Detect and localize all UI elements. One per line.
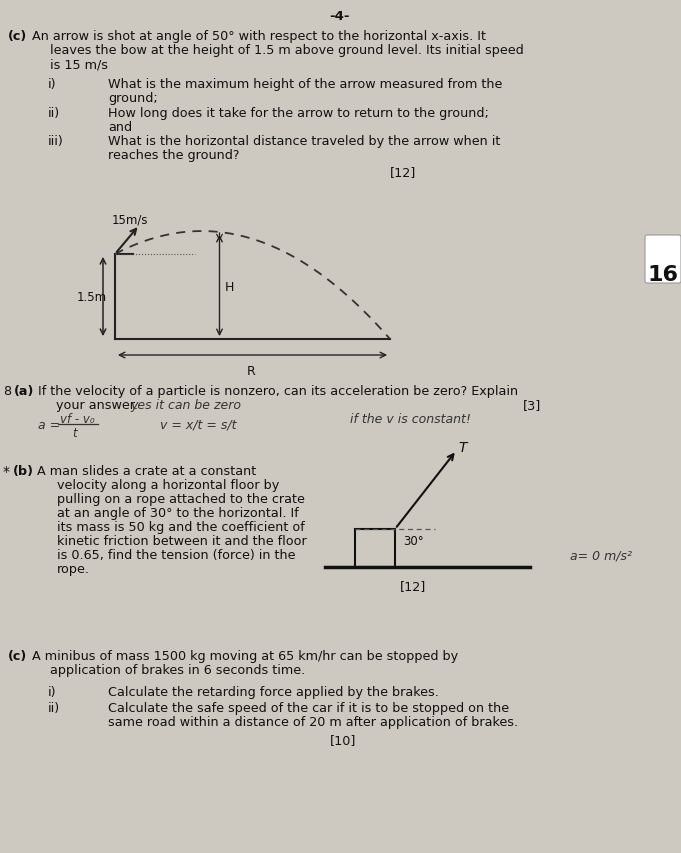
Text: i): i)	[48, 685, 57, 699]
Text: (b): (b)	[13, 464, 34, 478]
Text: iii): iii)	[48, 135, 64, 148]
Text: vf - v₀: vf - v₀	[60, 413, 95, 426]
Text: reaches the ground?: reaches the ground?	[108, 148, 240, 162]
Text: What is the horizontal distance traveled by the arrow when it: What is the horizontal distance traveled…	[108, 135, 501, 148]
Text: your answer.: your answer.	[56, 398, 138, 411]
Text: rope.: rope.	[57, 562, 90, 575]
Text: same road within a distance of 20 m after application of brakes.: same road within a distance of 20 m afte…	[108, 715, 518, 728]
Text: How long does it take for the arrow to return to the ground;: How long does it take for the arrow to r…	[108, 107, 489, 120]
Text: t: t	[72, 426, 77, 439]
Text: a= 0 m/s²: a= 0 m/s²	[570, 549, 632, 562]
Text: 16: 16	[648, 264, 678, 285]
Text: (c): (c)	[8, 30, 27, 43]
Text: 30°: 30°	[403, 534, 424, 548]
Text: velocity along a horizontal floor by: velocity along a horizontal floor by	[57, 479, 279, 491]
Text: application of brakes in 6 seconds time.: application of brakes in 6 seconds time.	[50, 664, 305, 676]
Text: ii): ii)	[48, 701, 60, 714]
Text: and: and	[108, 121, 132, 134]
Text: What is the maximum height of the arrow measured from the: What is the maximum height of the arrow …	[108, 78, 503, 91]
Text: An arrow is shot at angle of 50° with respect to the horizontal x-axis. It: An arrow is shot at angle of 50° with re…	[32, 30, 486, 43]
Text: ii): ii)	[48, 107, 60, 120]
Text: Calculate the retarding force applied by the brakes.: Calculate the retarding force applied by…	[108, 685, 439, 699]
Text: if the v is constant!: if the v is constant!	[350, 413, 471, 426]
Text: A man slides a crate at a constant: A man slides a crate at a constant	[37, 464, 256, 478]
Text: pulling on a rope attached to the crate: pulling on a rope attached to the crate	[57, 492, 305, 506]
Text: Calculate the safe speed of the car if it is to be stopped on the: Calculate the safe speed of the car if i…	[108, 701, 509, 714]
Text: -4-: -4-	[330, 10, 350, 23]
Text: T: T	[458, 441, 467, 455]
Text: 15m/s: 15m/s	[112, 213, 148, 227]
Text: ground;: ground;	[108, 92, 158, 105]
FancyBboxPatch shape	[645, 235, 681, 284]
Text: a =: a =	[38, 419, 60, 432]
Text: [12]: [12]	[400, 579, 426, 592]
Text: R: R	[247, 364, 256, 378]
Text: 8: 8	[3, 385, 11, 397]
Text: [12]: [12]	[390, 165, 416, 179]
Text: (a): (a)	[14, 385, 34, 397]
Text: kinetic friction between it and the floor: kinetic friction between it and the floo…	[57, 534, 306, 548]
Text: H: H	[225, 281, 234, 293]
Text: at an angle of 30° to the horizontal. If: at an angle of 30° to the horizontal. If	[57, 507, 299, 519]
Text: [3]: [3]	[523, 398, 541, 411]
Text: (c): (c)	[8, 649, 27, 662]
Text: its mass is 50 kg and the coefficient of: its mass is 50 kg and the coefficient of	[57, 520, 305, 533]
Text: leaves the bow at the height of 1.5 m above ground level. Its initial speed: leaves the bow at the height of 1.5 m ab…	[50, 44, 524, 57]
Text: *: *	[3, 464, 10, 479]
Text: is 0.65, find the tension (force) in the: is 0.65, find the tension (force) in the	[57, 548, 296, 561]
Text: [10]: [10]	[330, 733, 356, 746]
Text: 1.5m: 1.5m	[77, 291, 107, 304]
Text: i): i)	[48, 78, 57, 91]
Text: yes it can be zero: yes it can be zero	[130, 398, 241, 411]
Text: is 15 m/s: is 15 m/s	[50, 58, 108, 71]
Bar	[355, 530, 395, 567]
Text: If the velocity of a particle is nonzero, can its acceleration be zero? Explain: If the velocity of a particle is nonzero…	[38, 385, 518, 397]
Text: v = x/t = s/t: v = x/t = s/t	[160, 419, 236, 432]
Text: A minibus of mass 1500 kg moving at 65 km/hr can be stopped by: A minibus of mass 1500 kg moving at 65 k…	[32, 649, 458, 662]
